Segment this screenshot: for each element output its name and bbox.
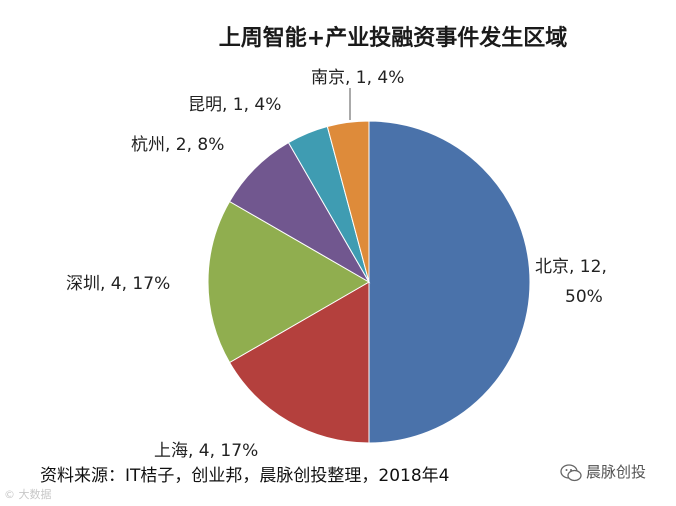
slice-label-0: 北京, 12, 50% <box>535 257 607 307</box>
source-note: 资料来源：IT桔子，创业邦，晨脉创投整理，2018年4 <box>40 466 450 486</box>
pie-slice-2 <box>207 200 370 364</box>
slice-label-4: 昆明, 1, 4% <box>188 95 281 115</box>
pie-slice-1 <box>228 281 370 444</box>
slice-label-3: 杭州, 2, 8% <box>131 135 224 155</box>
chart-title: 上周智能+产业投融资事件发生区域 <box>219 25 567 51</box>
slice-label-5: 南京, 1, 4% <box>311 68 404 88</box>
pie-slice-5 <box>326 120 370 283</box>
wechat-icon <box>560 463 582 481</box>
watermark: © 大数据 <box>4 488 52 501</box>
brand-name: 晨脉创投 <box>586 463 647 481</box>
slice-label-1: 上海, 4, 17% <box>154 441 258 461</box>
slice-label-2: 深圳, 4, 17% <box>66 274 170 294</box>
pie-slice-0 <box>368 120 531 444</box>
brand-badge: 晨脉创投 <box>560 461 646 482</box>
